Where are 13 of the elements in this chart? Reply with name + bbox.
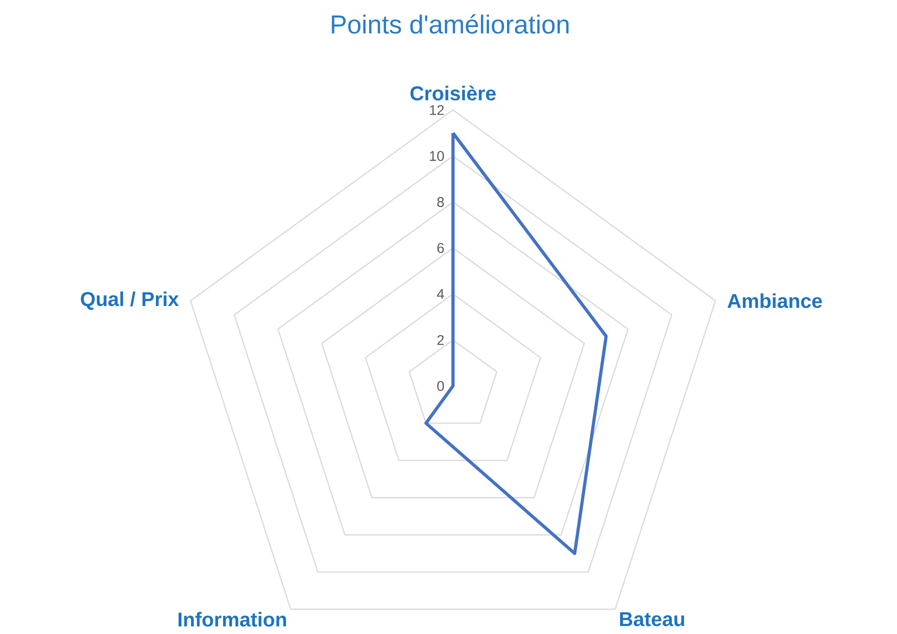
spoke-label: Bateau [620,612,684,626]
spoke-label: Croisière [410,86,496,100]
chart-title: Points d'amélioration [332,14,569,34]
spoke-label: Information [178,612,286,627]
y-tick-label: 6 [437,243,444,253]
y-tick-label: 0 [437,381,444,391]
y-tick-label: 8 [437,197,444,207]
spoke-label: Qual / Prix [80,291,179,310]
y-tick-label: 2 [437,335,444,345]
spoke-label: Ambiance [728,293,822,308]
y-tick-label: 12 [430,105,444,115]
y-tick-label: 4 [436,289,444,299]
y-tick-label: 10 [430,151,444,161]
